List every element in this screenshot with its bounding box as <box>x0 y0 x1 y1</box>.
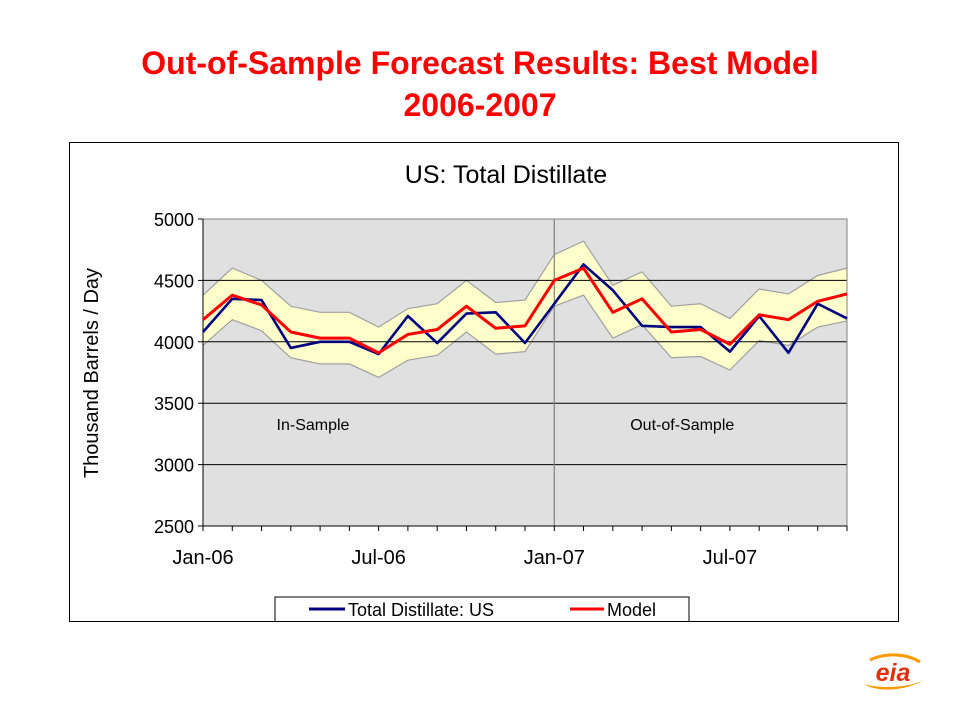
band-lower-line <box>202 294 848 379</box>
x-tick-label: Jan-06 <box>172 547 233 569</box>
chart-frame: US: Total Distillate Thousand Barrels / … <box>69 142 899 622</box>
y-tick-label: 4500 <box>154 271 194 291</box>
legend-actual-label: Total Distillate: US <box>348 600 494 620</box>
legend: Total Distillate: US Model <box>274 596 690 621</box>
y-tick-label: 4000 <box>154 333 194 353</box>
eia-logo: eia <box>864 653 924 690</box>
out-of-sample-label: Out-of-Sample <box>630 417 734 434</box>
chart-title: US: Total Distillate <box>405 161 607 189</box>
x-tick-label: Jul-06 <box>351 547 405 569</box>
y-tick-label: 3000 <box>154 456 194 476</box>
logo-text: eia <box>876 659 911 687</box>
slide-title-line-2: 2006-2007 <box>403 87 557 123</box>
logo-swoosh <box>864 680 924 690</box>
x-tick-label: Jan-07 <box>524 547 585 569</box>
slide-title: Out-of-Sample Forecast Results: Best Mod… <box>0 42 960 126</box>
y-tick-label: 2500 <box>154 517 194 537</box>
in-sample-label: In-Sample <box>277 417 350 434</box>
logo-arc <box>869 653 921 664</box>
band-upper-line <box>202 240 848 328</box>
actual-series-line <box>202 263 848 356</box>
y-tick-label: 5000 <box>154 210 194 230</box>
forecast-band <box>203 241 847 378</box>
model-series-line <box>202 266 848 355</box>
y-tick-label: 3500 <box>154 394 194 414</box>
x-tick-label: Jul-07 <box>703 547 757 569</box>
forecast-chart: US: Total Distillate Thousand Barrels / … <box>81 161 848 621</box>
legend-model-label: Model <box>607 600 656 620</box>
y-axis-label: Thousand Barrels / Day <box>81 268 103 478</box>
plot-area <box>203 219 847 526</box>
slide-title-line-1: Out-of-Sample Forecast Results: Best Mod… <box>141 45 819 81</box>
